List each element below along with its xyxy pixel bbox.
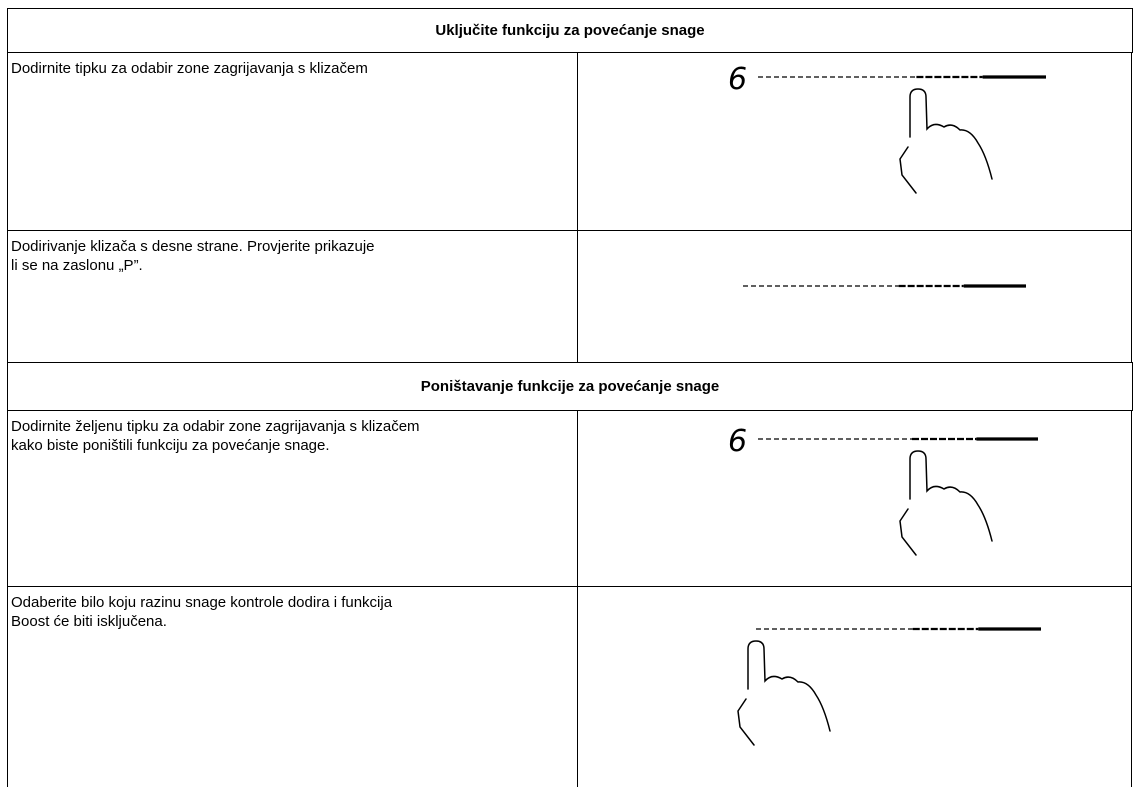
hand xyxy=(899,88,993,194)
instruction-cell: Dodirnite tipku za odabir zone zagrijava… xyxy=(7,52,578,231)
section-header: Poništavanje funkcije za povećanje snage xyxy=(7,362,1133,411)
hand xyxy=(737,640,831,746)
illustration-cell xyxy=(577,586,1132,787)
instruction-line: Dodirnite željenu tipku za odabir zone z… xyxy=(11,418,420,435)
instruction-line: kako biste poništili funkciju za povećan… xyxy=(11,437,330,454)
slider-illustration xyxy=(743,284,1026,288)
instruction-line: Boost će biti isključena. xyxy=(11,613,167,630)
instruction-cell: Odaberite bilo koju razinu snage kontrol… xyxy=(7,586,578,787)
slider-illustration xyxy=(737,627,1041,746)
display-digit: 6 xyxy=(728,424,747,459)
slider-illustration: 6 xyxy=(728,62,1046,194)
illustration-cell xyxy=(577,230,1132,363)
instruction-line: Dodirnite tipku za odabir zone zagrijava… xyxy=(11,60,368,77)
display-digit: 6 xyxy=(728,62,747,97)
illustration-cell: 6 xyxy=(577,52,1132,231)
instruction-line: Dodirivanje klizača s desne strane. Prov… xyxy=(11,238,375,255)
hand xyxy=(899,450,993,556)
instruction-cell: Dodirnite željenu tipku za odabir zone z… xyxy=(7,410,578,587)
instruction-line: li se na zaslonu „P”. xyxy=(11,257,143,274)
section-header: Uključite funkciju za povećanje snage xyxy=(7,8,1133,53)
illustration-cell: 6 xyxy=(577,410,1132,587)
instruction-cell: Dodirivanje klizača s desne strane. Prov… xyxy=(7,230,578,363)
slider-illustration: 6 xyxy=(728,424,1038,556)
instruction-line: Odaberite bilo koju razinu snage kontrol… xyxy=(11,594,393,611)
